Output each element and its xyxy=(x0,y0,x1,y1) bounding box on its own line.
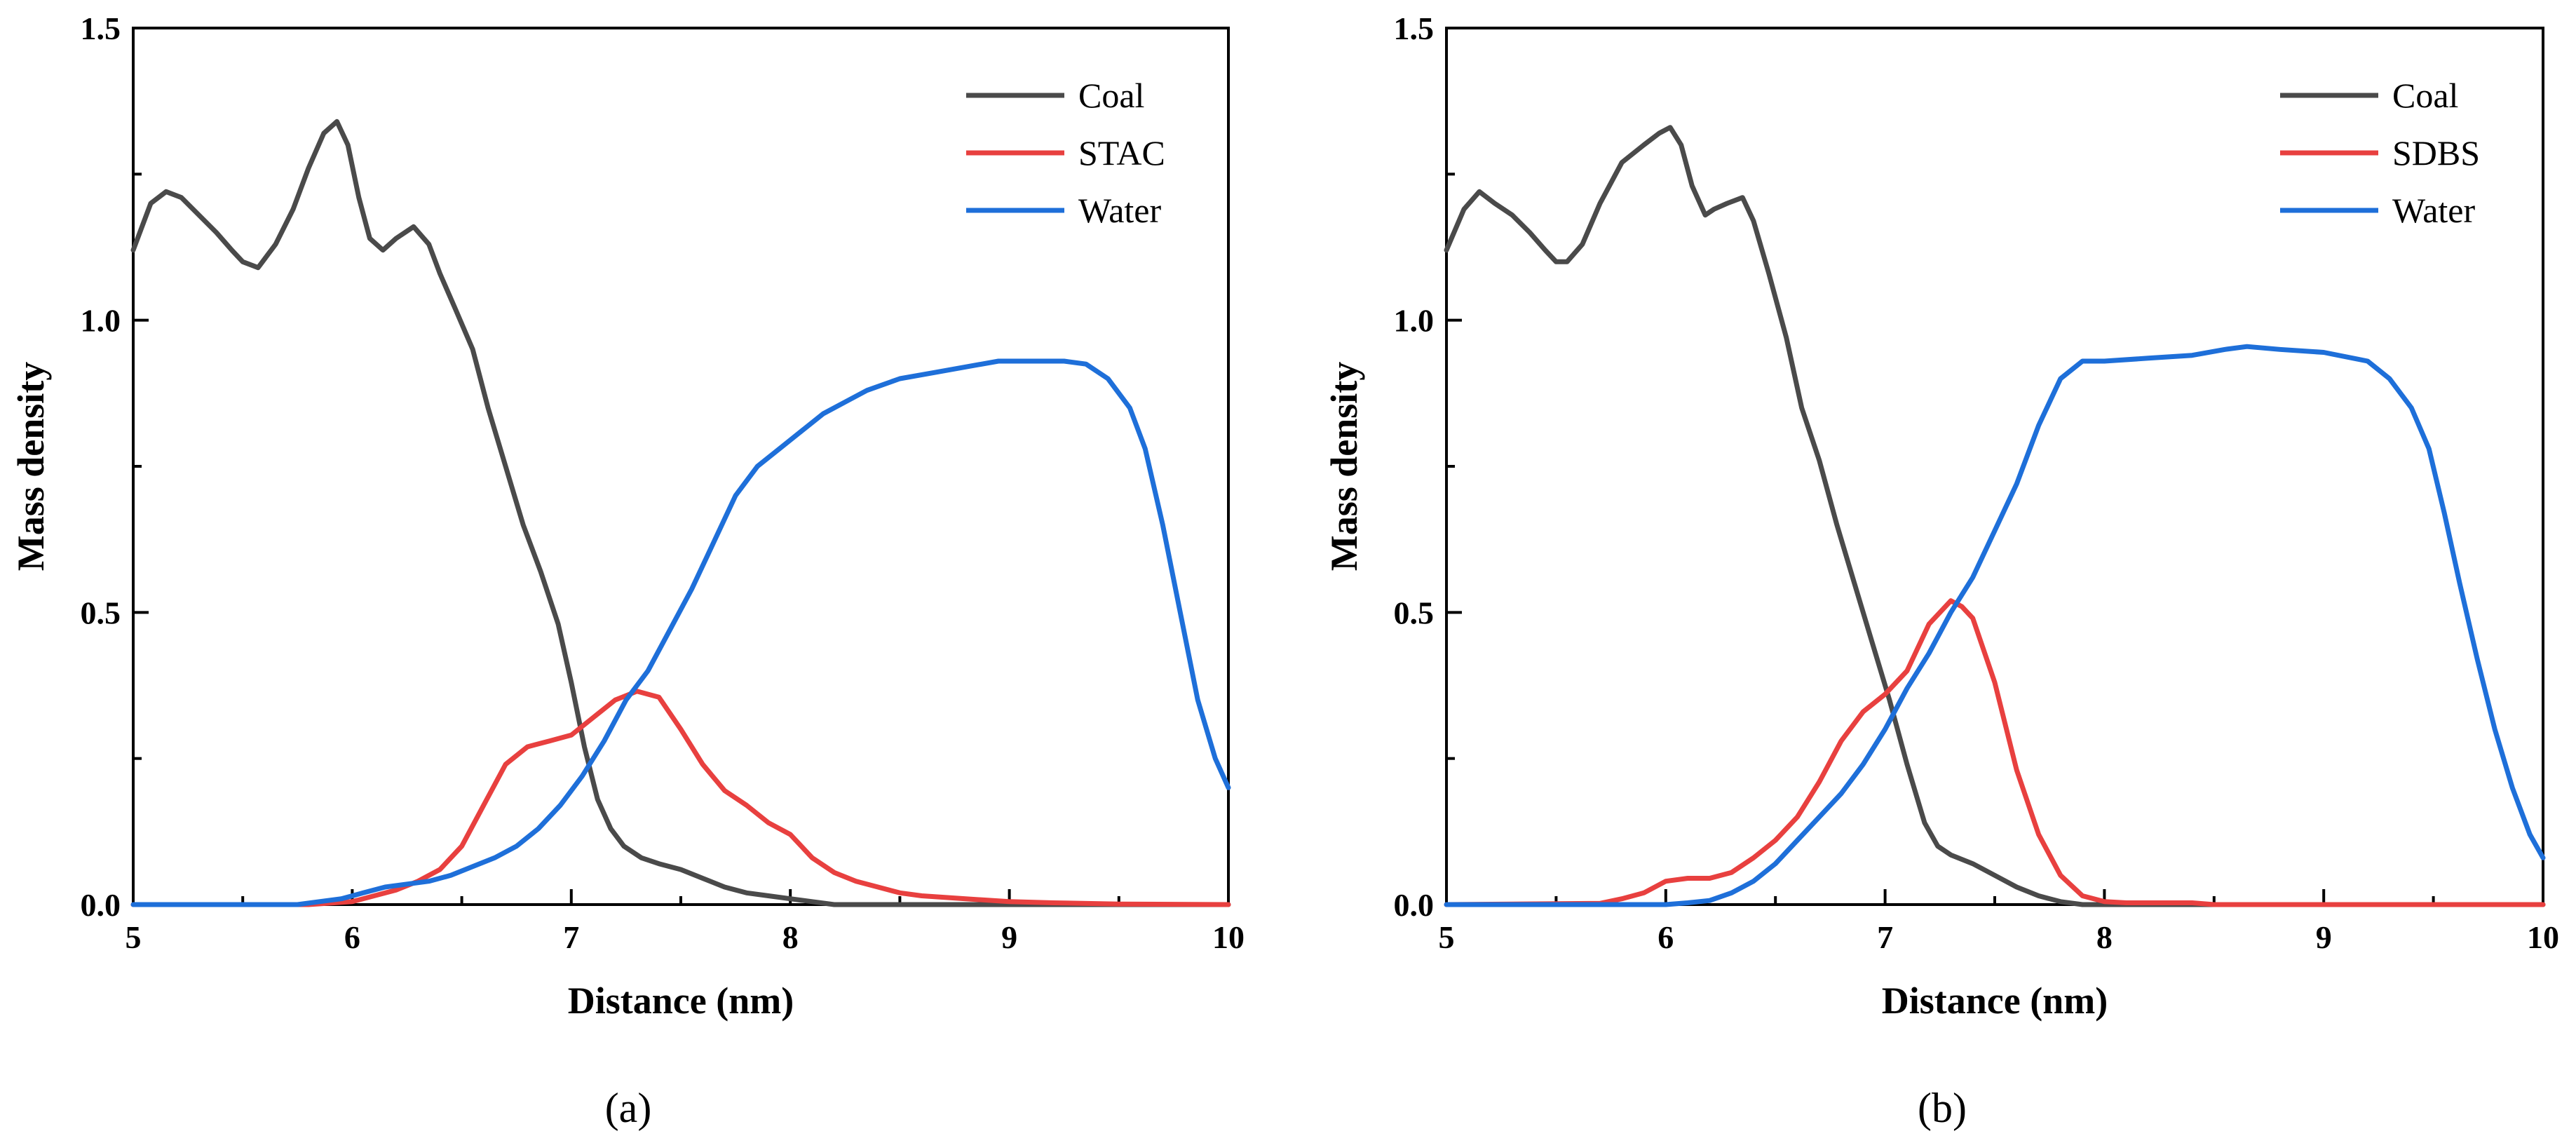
legend-label-water-a: Water xyxy=(1078,191,1161,230)
y-tick-label-b: 0.5 xyxy=(1394,595,1435,630)
legend-label-coal-a: Coal xyxy=(1078,76,1144,115)
y-tick-label-b: 0.0 xyxy=(1394,887,1435,923)
water-line-b xyxy=(1444,344,2546,907)
water-line-a xyxy=(130,358,1231,907)
y-tick-label-a: 1.5 xyxy=(81,11,121,46)
x-tick-label-a: 8 xyxy=(782,919,799,955)
legend-label-stac-a: STAC xyxy=(1078,133,1165,173)
coal-line-a xyxy=(130,119,1231,907)
x-tick-label-b: 8 xyxy=(2096,919,2113,955)
sdbs-line-b xyxy=(1444,598,2546,907)
ticks-a: 5 6 7 8 9 10 0.0 0.5 1.0 1.5 xyxy=(81,11,1245,955)
panel-label-b: (b) xyxy=(1918,1085,1967,1131)
x-tick-label-b: 5 xyxy=(1439,919,1455,955)
panel-label-a: (a) xyxy=(605,1085,652,1131)
y-axis-title-b: Mass density xyxy=(1323,362,1365,572)
x-tick-label-a: 7 xyxy=(563,919,579,955)
y-tick-label-a: 0.5 xyxy=(81,595,121,630)
series-a xyxy=(130,119,1231,907)
series-b xyxy=(1444,125,2546,907)
y-tick-label-b: 1.5 xyxy=(1394,11,1435,46)
y-tick-label-a: 0.0 xyxy=(81,887,121,923)
x-tick-label-a: 10 xyxy=(1212,919,1245,955)
y-tick-label-b: 1.0 xyxy=(1394,303,1435,339)
x-axis-title-a: Distance (nm) xyxy=(568,980,794,1022)
x-tick-label-a: 9 xyxy=(1001,919,1017,955)
chart-panel-a: 5 6 7 8 9 10 0.0 0.5 1.0 1.5 Coal STAC Water Distan… xyxy=(10,11,1245,1131)
legend-label-water-b: Water xyxy=(2392,191,2475,230)
x-tick-label-b: 9 xyxy=(2316,919,2332,955)
x-tick-label-b: 7 xyxy=(1877,919,1893,955)
legend-b: Coal SDBS Water xyxy=(2280,76,2480,230)
x-tick-label-b: 6 xyxy=(1658,919,1674,955)
coal-line-b xyxy=(1444,125,2546,907)
chart-panel-b: 5 6 7 8 9 10 0.0 0.5 1.0 1.5 Coal SDBS Water Distan… xyxy=(1323,11,2559,1131)
x-axis-title-b: Distance (nm) xyxy=(1882,980,2108,1022)
legend-a: Coal STAC Water xyxy=(966,76,1165,230)
ticks-b: 5 6 7 8 9 10 0.0 0.5 1.0 1.5 xyxy=(1394,11,2560,955)
legend-label-sdbs-b: SDBS xyxy=(2392,133,2480,173)
x-tick-label-a: 6 xyxy=(344,919,360,955)
stac-line-a xyxy=(130,689,1231,907)
legend-label-coal-b: Coal xyxy=(2392,76,2458,115)
x-tick-label-a: 5 xyxy=(126,919,142,955)
plot-frame-b xyxy=(1445,27,2544,906)
plot-frame-a xyxy=(132,27,1230,906)
y-axis-title-a: Mass density xyxy=(10,362,52,572)
y-tick-label-a: 1.0 xyxy=(81,303,121,339)
x-tick-label-b: 10 xyxy=(2527,919,2559,955)
